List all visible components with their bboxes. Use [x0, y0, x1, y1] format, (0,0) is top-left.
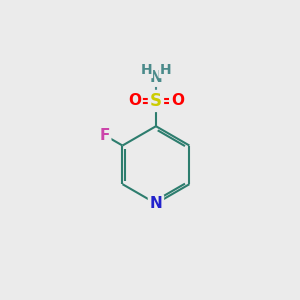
Text: N: N	[150, 70, 162, 85]
Text: H: H	[141, 63, 152, 77]
Text: O: O	[171, 94, 184, 109]
Text: S: S	[150, 92, 162, 110]
Text: N: N	[150, 196, 162, 211]
Text: O: O	[128, 94, 141, 109]
Text: F: F	[99, 128, 110, 142]
Text: H: H	[160, 63, 171, 77]
